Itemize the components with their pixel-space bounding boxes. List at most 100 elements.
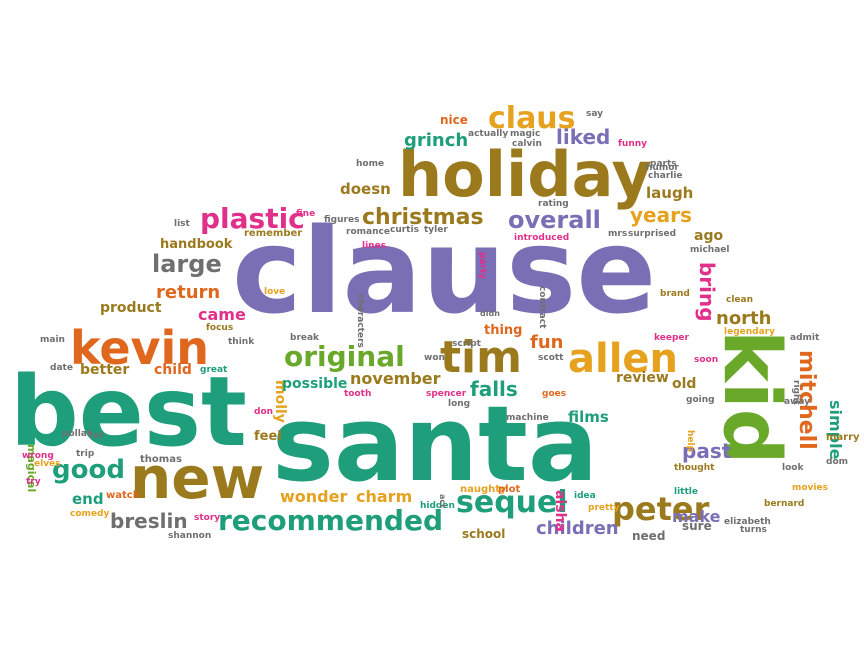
word-mitchell: mitchell [794, 350, 819, 450]
word-script: script [452, 339, 482, 349]
word-keeper: keeper [654, 333, 689, 343]
word-thing: thing [484, 323, 523, 338]
word-lot: lot [90, 431, 104, 441]
word-don: don [254, 407, 273, 417]
word-doesn: doesn [340, 180, 391, 198]
word-mrs: mrs [608, 229, 627, 239]
word-original: original [284, 340, 405, 373]
word-away: away [784, 397, 810, 407]
word-simple: simple [826, 400, 845, 460]
word-thomas: thomas [140, 454, 182, 465]
word-naughty: naughty [460, 484, 507, 495]
word-better: better [80, 362, 129, 378]
word-claus: claus [488, 101, 576, 136]
word-return: return [156, 282, 220, 303]
word-surprised: surprised [628, 229, 676, 239]
word-going: going [686, 395, 715, 405]
word-holiday: holiday [398, 138, 652, 211]
word-actually: actually [468, 129, 508, 139]
word-tyler: tyler [424, 225, 448, 235]
word-movies: movies [792, 483, 828, 493]
word-pollak: pollak [62, 429, 94, 439]
word-magic: magic [510, 129, 540, 139]
word-home: home [356, 159, 384, 169]
word-charlie: charlie [648, 171, 683, 181]
word-sure: sure [682, 519, 712, 533]
word-party: party [477, 252, 487, 279]
word-years: years [630, 203, 692, 227]
word-long: long [448, 399, 470, 409]
word-ago: ago [694, 228, 723, 244]
word-contract: contract [537, 286, 547, 329]
word-soon: soon [694, 355, 718, 365]
word-liked: liked [556, 125, 610, 149]
word-love: love [264, 287, 285, 297]
word-michael: michael [690, 245, 729, 255]
word-brand: brand [660, 289, 690, 299]
word-allen: allen [568, 336, 678, 382]
word-review: review [616, 370, 669, 386]
word-make: make [672, 507, 721, 526]
word-tim: tim [440, 332, 522, 383]
word-handbook: handbook [160, 237, 233, 252]
word-laugh: laugh [646, 184, 693, 202]
word-kid: kid [706, 330, 796, 464]
word-christmas: christmas [362, 205, 484, 230]
word-lines: lines [362, 241, 386, 251]
word-legendary: legendary [724, 327, 775, 337]
word-trip: trip [76, 449, 95, 459]
word-aisha: aisha [552, 490, 568, 532]
word-wrong: wrong [22, 451, 54, 461]
word-nice: nice [440, 113, 468, 127]
word-kevin: kevin [70, 321, 209, 375]
word-school: school [462, 527, 505, 541]
word-charm: charm [356, 487, 412, 506]
word-rating: rating [538, 199, 569, 209]
word-comedy: comedy [70, 509, 109, 519]
word-tooth: tooth [344, 389, 371, 399]
word-need: need [632, 529, 665, 543]
word-santa: santa [272, 383, 598, 505]
word-curtis: curtis [390, 225, 419, 235]
word-remember: remember [244, 228, 302, 239]
word-product: product [100, 300, 162, 316]
word-new: new [130, 444, 264, 512]
word-breslin: breslin [110, 509, 188, 533]
word-children: children [536, 518, 619, 539]
word-turns: turns [740, 525, 767, 535]
word-films: films [568, 408, 609, 426]
word-admit: admit [790, 333, 820, 343]
word-try: try [26, 477, 41, 487]
word-november: november [350, 369, 441, 388]
word-figures: figures [324, 215, 359, 225]
word-humor: humor [646, 163, 679, 173]
word-machine: machine [506, 413, 549, 423]
word-overall: overall [508, 206, 601, 234]
word-break: break [290, 333, 320, 343]
word-scott: scott [538, 353, 564, 363]
word-best: best [10, 356, 247, 468]
word-spencer: spencer [426, 389, 467, 399]
word-bring: bring [695, 262, 719, 322]
word-hidden: hidden [420, 501, 455, 511]
word-shannon: shannon [168, 531, 211, 541]
word-wonder: wonder [280, 487, 347, 506]
word-goes: goes [542, 389, 566, 399]
word-focus: focus [206, 323, 233, 333]
word-feel: feel [254, 429, 282, 444]
word-recommended: recommended [218, 504, 443, 537]
word-end: end [72, 490, 104, 508]
word-falls: falls [470, 377, 518, 401]
word-large: large [152, 250, 222, 278]
word-plot: plot [498, 484, 520, 495]
word-came: came [198, 305, 246, 324]
word-clause: clause [232, 202, 656, 340]
word-main: main [40, 335, 65, 345]
word-clean: clean [726, 295, 753, 305]
word-north: north [716, 308, 771, 329]
word-list: list [174, 219, 191, 229]
word-peter: peter [612, 490, 710, 528]
word-possible: possible [282, 376, 347, 392]
word-look: look [782, 463, 804, 473]
